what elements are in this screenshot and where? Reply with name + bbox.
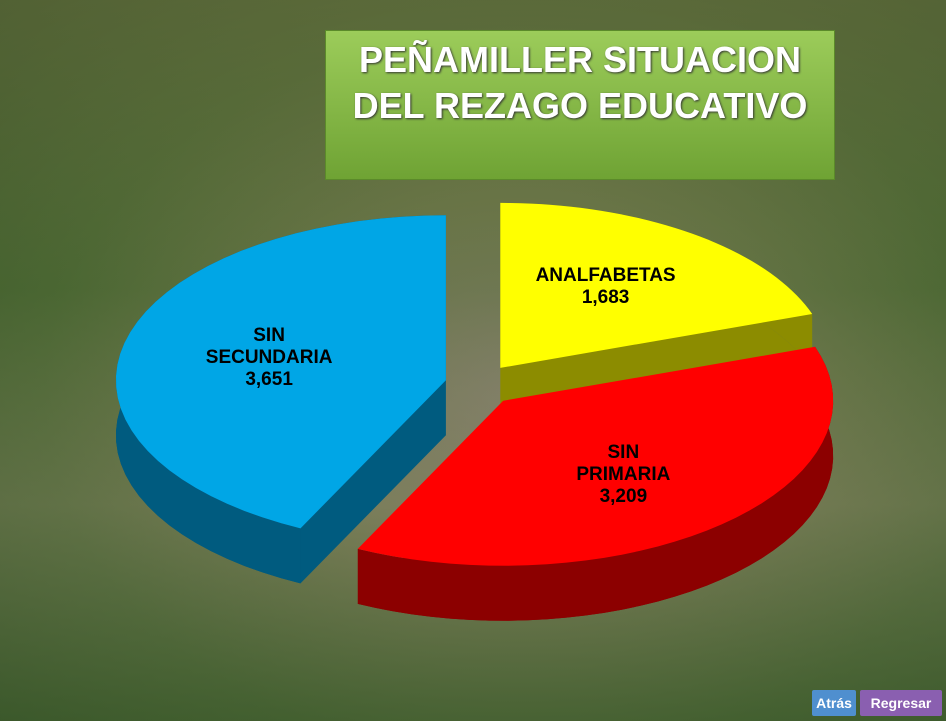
return-button[interactable]: Regresar: [860, 690, 942, 716]
back-button[interactable]: Atrás: [812, 690, 856, 716]
value-label: 3,209: [600, 486, 648, 508]
category-label: SIN PRIMARIA: [576, 442, 670, 486]
chart-title: PEÑAMILLER SITUACION DEL REZAGO EDUCATIV…: [325, 30, 835, 180]
category-label: ANALFABETAS: [536, 265, 676, 287]
value-label: 3,651: [245, 369, 293, 391]
value-label: 1,683: [582, 287, 630, 309]
slide: PEÑAMILLER SITUACION DEL REZAGO EDUCATIV…: [0, 0, 946, 721]
category-label: SIN SECUNDARIA: [206, 325, 333, 369]
